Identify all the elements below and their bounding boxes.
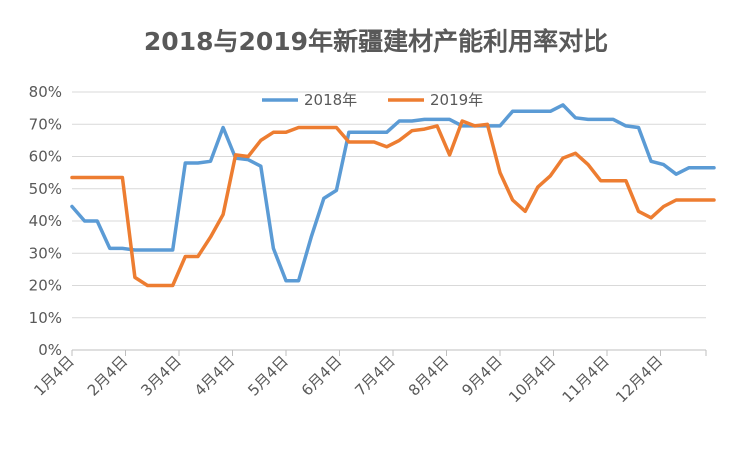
y-tick-label: 40%: [29, 212, 62, 230]
x-tick-label: 10月4日: [505, 352, 559, 406]
legend-label: 2018年: [304, 91, 357, 109]
y-tick-label: 10%: [29, 309, 62, 327]
series-line-2: [70, 119, 716, 288]
legend-label: 2019年: [430, 91, 483, 109]
x-tick-label: 6月4日: [298, 352, 345, 399]
x-tick-label: 2月4日: [84, 352, 131, 399]
y-tick-label: 20%: [29, 277, 62, 295]
x-tick-label: 8月4日: [405, 352, 452, 399]
y-tick-label: 50%: [29, 180, 62, 198]
x-tick-label: 7月4日: [351, 352, 398, 399]
y-tick-label: 0%: [38, 341, 62, 359]
y-tick-label: 80%: [29, 83, 62, 101]
x-tick-label: 1月4日: [30, 352, 77, 399]
x-tick-label: 3月4日: [137, 352, 184, 399]
x-tick-label: 12月4日: [612, 352, 666, 406]
x-tick-label: 5月4日: [244, 352, 291, 399]
series-line-1: [70, 103, 716, 283]
y-tick-label: 70%: [29, 115, 62, 133]
y-tick-label: 60%: [29, 148, 62, 166]
x-tick-label: 11月4日: [559, 352, 613, 406]
y-tick-label: 30%: [29, 244, 62, 262]
x-tick-label: 4月4日: [191, 352, 238, 399]
x-tick-label: 9月4日: [458, 352, 505, 399]
chart-title: 2018与2019年新疆建材产能利用率对比: [143, 27, 609, 56]
